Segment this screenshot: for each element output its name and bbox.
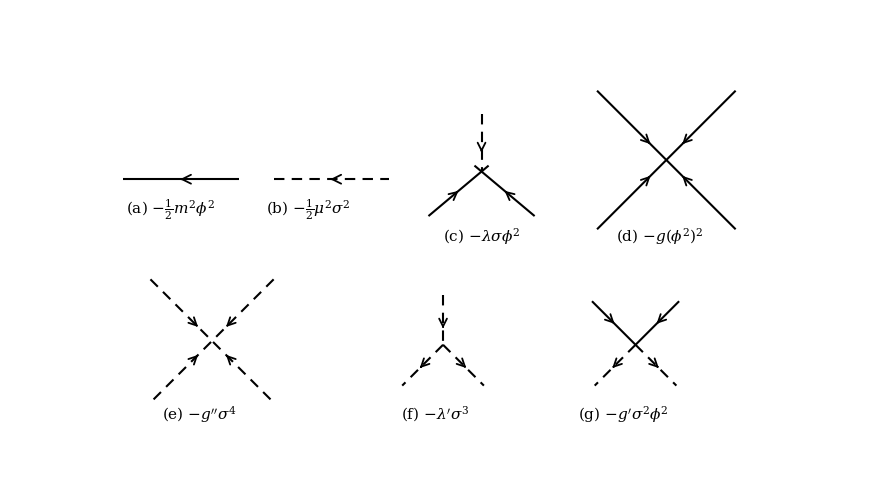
Text: (f) $-\lambda^{\prime}\sigma^3$: (f) $-\lambda^{\prime}\sigma^3$ (400, 404, 468, 424)
Text: (e) $-g^{\prime\prime}\sigma^4$: (e) $-g^{\prime\prime}\sigma^4$ (162, 404, 236, 425)
Text: (a) $-\frac{1}{2}m^2\phi^2$: (a) $-\frac{1}{2}m^2\phi^2$ (125, 198, 214, 223)
Text: (d) $-g(\phi^2)^2$: (d) $-g(\phi^2)^2$ (616, 227, 703, 248)
Text: (c) $-\lambda\sigma\phi^2$: (c) $-\lambda\sigma\phi^2$ (443, 227, 520, 248)
Text: (g) $-g^{\prime}\sigma^2\phi^2$: (g) $-g^{\prime}\sigma^2\phi^2$ (577, 404, 667, 425)
Text: (b) $-\frac{1}{2}\mu^2\sigma^2$: (b) $-\frac{1}{2}\mu^2\sigma^2$ (266, 198, 350, 223)
